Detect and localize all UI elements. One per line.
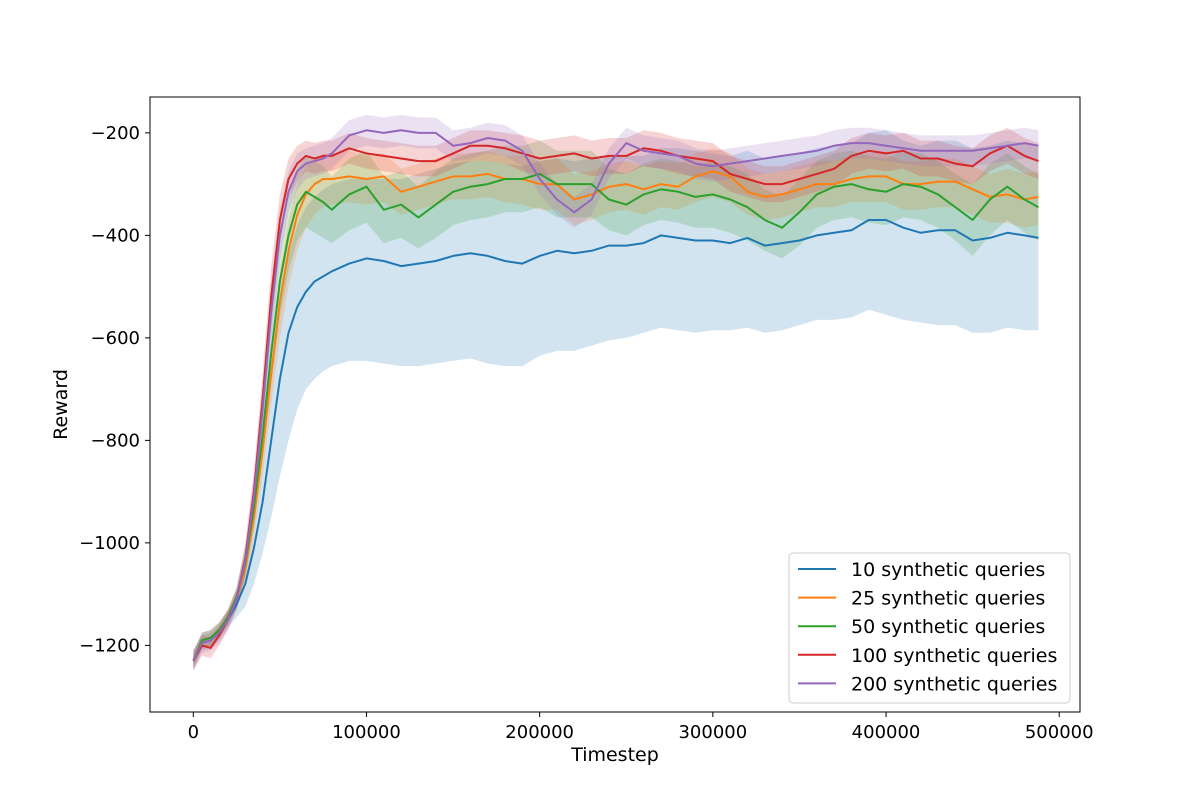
y-axis-label: Reward [50, 369, 72, 440]
line-series-1 [192, 219, 1039, 662]
y-tick-label: −1000 [79, 533, 140, 554]
band-series-3 [193, 140, 1039, 669]
x-tick-label: 200000 [505, 722, 574, 743]
y-tick-label: −1200 [79, 635, 140, 656]
line-series-3 [192, 172, 1039, 662]
x-tick-label: 100000 [332, 722, 401, 743]
legend-box [788, 552, 1071, 704]
x-axis: 0 100000 200000 300000 400000 500000 [188, 712, 1094, 743]
x-axis-label: Timestep [570, 744, 659, 766]
x-tick-label: 0 [188, 722, 199, 743]
legend: 10 synthetic queries 25 synthetic queries… [788, 552, 1071, 704]
plot-frame [149, 96, 1081, 713]
x-tick-label: 400000 [852, 722, 921, 743]
x-tick-label: 500000 [1025, 722, 1094, 743]
y-tick-label: −200 [91, 123, 140, 144]
legend-label: 100 synthetic queries [851, 645, 1057, 667]
legend-label: 25 synthetic queries [851, 588, 1045, 610]
y-tick-label: −800 [91, 430, 140, 451]
y-tick-label: −600 [91, 328, 140, 349]
band-series-2 [193, 148, 1039, 669]
legend-label: 10 synthetic queries [851, 559, 1045, 581]
y-axis: −1200 −1000 −800 −600 −400 −200 [79, 123, 150, 656]
line-series-5 [192, 129, 1039, 662]
line-series-2 [192, 170, 1039, 662]
legend-label: 50 synthetic queries [851, 616, 1045, 638]
y-tick-label: −400 [91, 225, 140, 246]
line-series-4 [192, 144, 1039, 662]
legend-label: 200 synthetic queries [851, 673, 1057, 695]
series-lines [192, 129, 1039, 662]
x-tick-label: 300000 [678, 722, 747, 743]
